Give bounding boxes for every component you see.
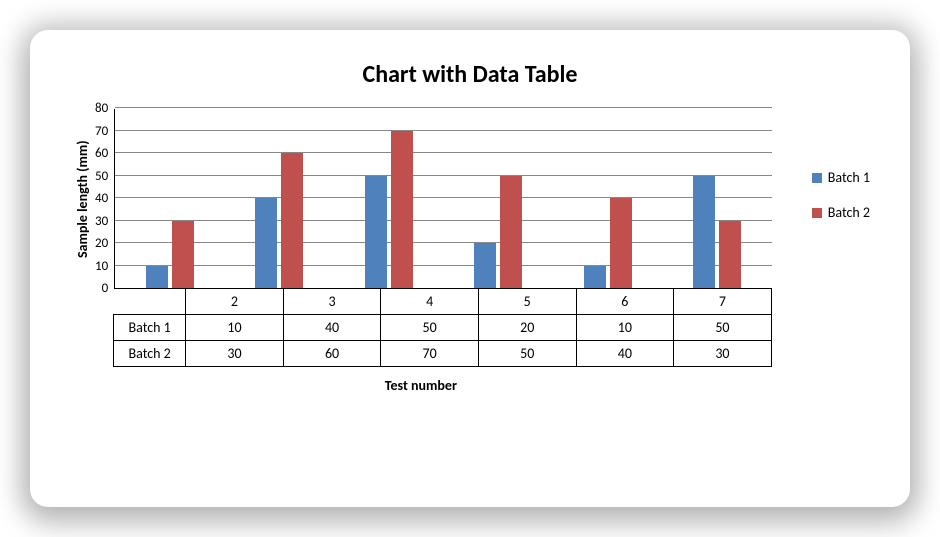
spacer-ylabel bbox=[70, 289, 91, 367]
chart-title: Chart with Data Table bbox=[70, 60, 870, 89]
chart-container: Chart with Data Table Sample length (mm)… bbox=[30, 30, 910, 507]
bar-group bbox=[334, 109, 443, 288]
table-cell: 40 bbox=[576, 341, 674, 367]
table-cell: 30 bbox=[186, 341, 284, 367]
bar bbox=[146, 266, 168, 289]
bar bbox=[365, 176, 387, 289]
legend-swatch bbox=[812, 173, 822, 183]
bar-group bbox=[225, 109, 334, 288]
table-category-cell: 2 bbox=[186, 289, 284, 315]
table-cell: 40 bbox=[283, 315, 381, 341]
bar bbox=[584, 266, 606, 289]
x-axis-label: Test number bbox=[70, 377, 772, 394]
table-row-head: Batch 1 bbox=[114, 315, 186, 341]
bar bbox=[719, 221, 741, 289]
legend-label: Batch 1 bbox=[828, 169, 870, 186]
table-cell: 50 bbox=[478, 341, 576, 367]
table-category-cell: 5 bbox=[478, 289, 576, 315]
table-cell: 60 bbox=[283, 341, 381, 367]
chart-main: Sample length (mm) 01020304050607080 234… bbox=[70, 109, 772, 394]
table-cell: 20 bbox=[478, 315, 576, 341]
table-cell: 10 bbox=[186, 315, 284, 341]
gridline bbox=[115, 107, 772, 108]
table-corner-cell bbox=[114, 289, 186, 315]
bar bbox=[693, 176, 715, 289]
bar bbox=[172, 221, 194, 289]
spacer-yticks bbox=[91, 289, 114, 367]
table-category-cell: 7 bbox=[674, 289, 772, 315]
legend-label: Batch 2 bbox=[828, 204, 870, 221]
table-category-cell: 3 bbox=[283, 289, 381, 315]
bar-group bbox=[553, 109, 662, 288]
legend-item: Batch 2 bbox=[812, 204, 870, 221]
table-cell: 10 bbox=[576, 315, 674, 341]
bar bbox=[500, 176, 522, 289]
bar-group bbox=[662, 109, 771, 288]
y-axis-label: Sample length (mm) bbox=[70, 109, 95, 289]
table-cell: 30 bbox=[674, 341, 772, 367]
table-cell: 70 bbox=[381, 341, 479, 367]
bar bbox=[281, 153, 303, 288]
bar bbox=[391, 131, 413, 289]
data-table-wrap: 234567Batch 1104050201050Batch 230607050… bbox=[70, 289, 772, 367]
table-category-cell: 6 bbox=[576, 289, 674, 315]
table-row: Batch 2306070504030 bbox=[114, 341, 772, 367]
bar-group bbox=[443, 109, 552, 288]
table-row: Batch 1104050201050 bbox=[114, 315, 772, 341]
legend-swatch bbox=[812, 208, 822, 218]
bar-group bbox=[115, 109, 224, 288]
bars-wrap bbox=[115, 109, 772, 288]
chart-body: Sample length (mm) 01020304050607080 234… bbox=[70, 109, 870, 394]
table-category-cell: 4 bbox=[381, 289, 479, 315]
legend-item: Batch 1 bbox=[812, 169, 870, 186]
table-cell: 50 bbox=[381, 315, 479, 341]
bar bbox=[610, 198, 632, 288]
table-cell: 50 bbox=[674, 315, 772, 341]
bar bbox=[255, 198, 277, 288]
legend: Batch 1 Batch 2 bbox=[772, 109, 870, 239]
plot-area bbox=[114, 109, 772, 289]
data-table: 234567Batch 1104050201050Batch 230607050… bbox=[113, 288, 772, 367]
bar bbox=[474, 243, 496, 288]
plot-row: Sample length (mm) 01020304050607080 bbox=[70, 109, 772, 289]
table-row-head: Batch 2 bbox=[114, 341, 186, 367]
y-axis-ticks: 01020304050607080 bbox=[95, 109, 114, 289]
